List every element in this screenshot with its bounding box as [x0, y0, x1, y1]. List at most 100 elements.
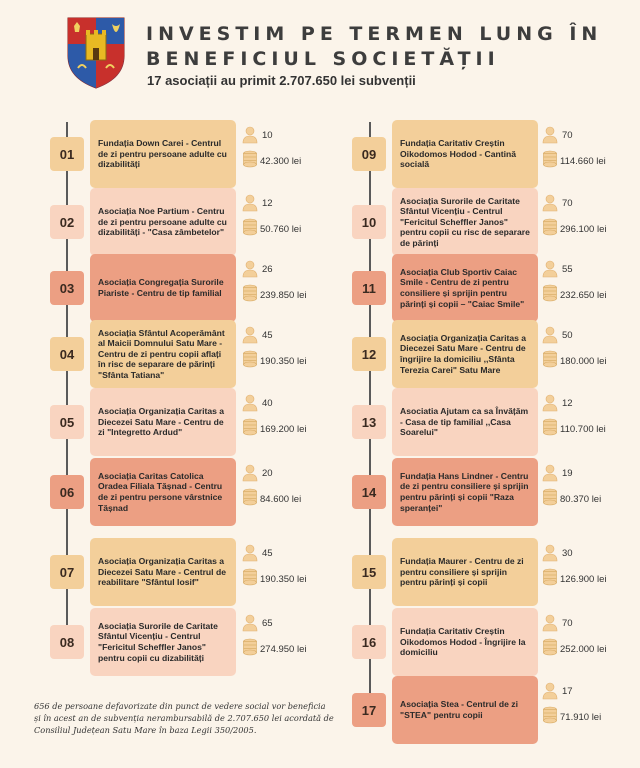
entry-card: Asociatia Ajutam ca sa Învățăm - Casa de… [392, 388, 538, 456]
subsidy-amount: 80.370 lei [560, 494, 602, 505]
entry-name: Fundația Down Carei - Centrul de zi pent… [98, 138, 227, 170]
beneficiaries-count: 70 [562, 198, 573, 209]
entry-card: Fundația Maurer - Centru de zi pentru co… [392, 538, 538, 606]
subsidy-amount: 190.350 lei [260, 574, 307, 585]
entry-card: Asociația Organizația Caritas a Diecezei… [392, 320, 538, 388]
coin-stack-icon [242, 488, 258, 510]
entry-card: Asociația Organizația Caritas a Diecezei… [90, 538, 236, 606]
person-icon [242, 194, 258, 216]
entry-card: Fundația Hans Lindner - Centru de zi pen… [392, 458, 538, 526]
beneficiaries-count: 20 [262, 468, 273, 479]
entry-name: Asociația Sfântul Acoperământ al Maicii … [98, 327, 225, 380]
subsidy-amount: 71.910 lei [560, 712, 602, 723]
entry-number: 12 [352, 337, 386, 371]
person-icon [542, 194, 558, 216]
person-icon [542, 394, 558, 416]
beneficiaries-count: 70 [562, 618, 573, 629]
entry-number: 07 [50, 555, 84, 589]
beneficiaries-count: 19 [562, 468, 573, 479]
coin-stack-icon [542, 218, 558, 240]
timeline-line-left [66, 122, 68, 654]
coin-stack-icon [542, 638, 558, 660]
entry-number: 09 [352, 137, 386, 171]
subsidy-amount: 110.700 lei [560, 424, 606, 435]
subsidy-amount: 50.760 lei [260, 224, 302, 235]
entry-name: Asociația Surorile de Caritate Sfântul V… [98, 620, 218, 663]
coin-stack-icon [542, 150, 558, 172]
subsidy-amount: 126.900 lei [560, 574, 607, 585]
coin-stack-icon [242, 218, 258, 240]
subsidy-amount: 114.660 lei [560, 156, 606, 167]
subsidy-amount: 84.600 lei [260, 494, 302, 505]
beneficiaries-count: 45 [262, 548, 273, 559]
entry-number: 02 [50, 205, 84, 239]
subsidy-amount: 169.200 lei [260, 424, 307, 435]
entry-number: 13 [352, 405, 386, 439]
entry-card: Asociația Surorile de Caritate Sfântul V… [90, 608, 236, 676]
person-icon [242, 614, 258, 636]
person-icon [542, 464, 558, 486]
entry-card: Fundația Caritativ Creștin Oikodomos Hod… [392, 608, 538, 676]
entry-name: Fundația Caritativ Creștin Oikodomos Hod… [400, 626, 526, 658]
beneficiaries-count: 65 [262, 618, 273, 629]
subsidy-amount: 42.300 lei [260, 156, 302, 167]
person-icon [542, 682, 558, 704]
entry-card: Fundația Caritativ Creștin Oikodomos Hod… [392, 120, 538, 188]
entry-card: Asociația Sfântul Acoperământ al Maicii … [90, 320, 236, 388]
coin-stack-icon [542, 418, 558, 440]
beneficiaries-count: 26 [262, 264, 273, 275]
subsidy-amount: 252.000 lei [560, 644, 607, 655]
coin-stack-icon [242, 150, 258, 172]
entry-card: Asociația Noe Partium - Centru de zi pen… [90, 188, 236, 256]
coin-stack-icon [242, 638, 258, 660]
entry-number: 14 [352, 475, 386, 509]
person-icon [542, 126, 558, 148]
beneficiaries-count: 10 [262, 130, 273, 141]
person-icon [242, 126, 258, 148]
person-icon [542, 614, 558, 636]
person-icon [242, 464, 258, 486]
entry-number: 06 [50, 475, 84, 509]
person-icon [242, 394, 258, 416]
county-crest-icon [66, 16, 126, 90]
page-title: INVESTIM PE TERMEN LUNG ÎN BENEFICIUL SO… [146, 23, 603, 70]
coin-stack-icon [542, 706, 558, 728]
entry-name: Asociația Organizația Caritas a Diecezei… [98, 406, 225, 438]
subsidy-amount: 296.100 lei [560, 224, 607, 235]
coin-stack-icon [542, 350, 558, 372]
entry-name: Fundația Maurer - Centru de zi pentru co… [400, 556, 524, 588]
person-icon [542, 260, 558, 282]
entry-number: 15 [352, 555, 386, 589]
beneficiaries-count: 40 [262, 398, 273, 409]
beneficiaries-count: 55 [562, 264, 573, 275]
page-subtitle: 17 asociații au primit 2.707.650 lei sub… [147, 73, 416, 88]
beneficiaries-count: 17 [562, 686, 573, 697]
entry-number: 10 [352, 205, 386, 239]
entry-number: 05 [50, 405, 84, 439]
entry-number: 08 [50, 625, 84, 659]
person-icon [542, 326, 558, 348]
entry-name: Asociația Congregația Surorile Piariste … [98, 277, 224, 298]
coin-stack-icon [542, 488, 558, 510]
entry-card: Asociația Club Sportiv Caiac Smile - Cen… [392, 254, 538, 322]
entry-name: Asociatia Ajutam ca sa Învățăm - Casa de… [400, 406, 529, 438]
beneficiaries-count: 50 [562, 330, 573, 341]
entry-name: Asociația Caritas Catolica Oradea Filial… [98, 470, 223, 513]
coin-stack-icon [242, 284, 258, 306]
entry-number: 11 [352, 271, 386, 305]
person-icon [242, 260, 258, 282]
entry-name: Asociația Organizația Caritas a Diecezei… [98, 556, 226, 588]
person-icon [242, 544, 258, 566]
entry-name: Asociația Noe Partium - Centru de zi pen… [98, 206, 227, 238]
entry-number: 16 [352, 625, 386, 659]
coin-stack-icon [542, 284, 558, 306]
entry-card: Asociația Surorile de Caritate Sfântul V… [392, 188, 538, 256]
entry-name: Asociația Stea - Centrul de zi "STEA" pe… [400, 699, 518, 720]
entry-number: 03 [50, 271, 84, 305]
subsidy-amount: 274.950 lei [260, 644, 307, 655]
entry-name: Asociația Organizația Caritas a Diecezei… [400, 332, 527, 375]
coin-stack-icon [542, 568, 558, 590]
person-icon [542, 544, 558, 566]
subsidy-amount: 190.350 lei [260, 356, 307, 367]
coin-stack-icon [242, 418, 258, 440]
